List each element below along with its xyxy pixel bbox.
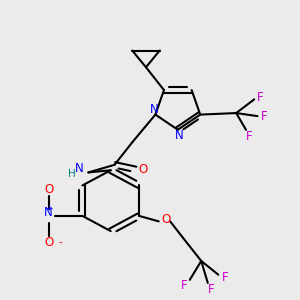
Text: F: F <box>257 91 263 104</box>
Text: F: F <box>261 110 268 123</box>
Text: O: O <box>44 236 53 249</box>
Text: O: O <box>161 213 170 226</box>
Text: F: F <box>208 283 214 296</box>
Text: O: O <box>138 163 148 176</box>
Text: F: F <box>221 271 228 284</box>
Text: N: N <box>44 206 53 219</box>
Text: +: + <box>45 204 52 213</box>
Text: N: N <box>175 129 184 142</box>
Text: H: H <box>68 169 76 179</box>
Text: F: F <box>181 279 187 292</box>
Text: N: N <box>149 103 158 116</box>
Text: -: - <box>58 237 62 248</box>
Text: N: N <box>75 162 84 175</box>
Text: F: F <box>246 130 253 143</box>
Text: O: O <box>44 183 53 196</box>
